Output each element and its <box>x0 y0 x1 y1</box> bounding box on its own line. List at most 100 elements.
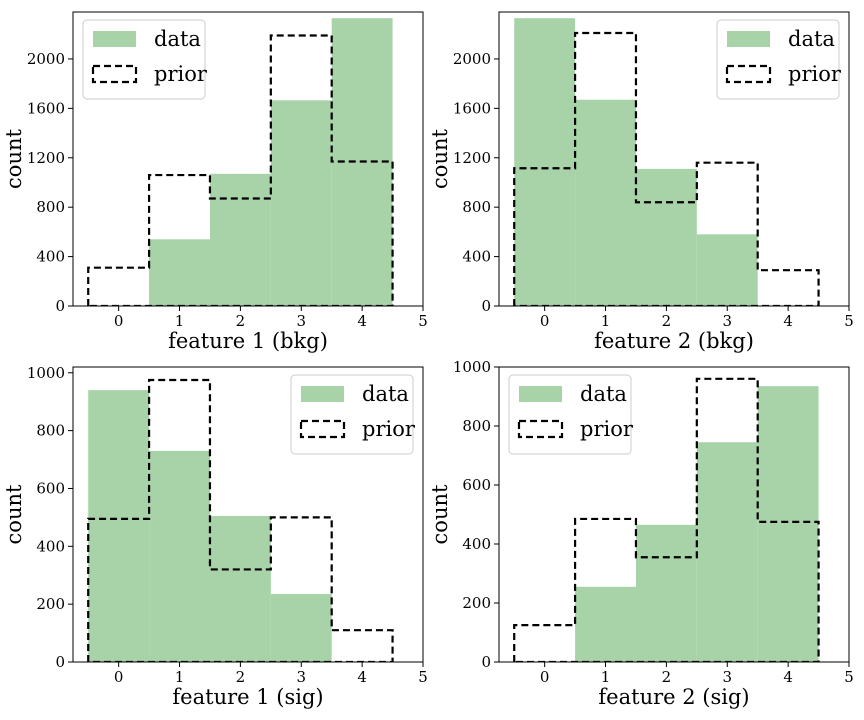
y-tick-label: 1200 <box>453 149 491 167</box>
axes-frame <box>498 11 850 307</box>
x-axis-label: feature 1 (bkg) <box>168 329 328 353</box>
y-tick-label: 2000 <box>453 50 491 68</box>
legend-swatch-prior <box>517 419 564 439</box>
plot-area <box>513 18 820 306</box>
x-axis-label: feature 1 (sig) <box>172 685 323 709</box>
data-bar-0 <box>514 18 576 306</box>
y-tick-label: 1000 <box>27 364 65 382</box>
x-tick-label: 5 <box>844 312 854 330</box>
x-tick-label: 0 <box>114 312 124 330</box>
data-bar-3 <box>696 442 758 662</box>
y-tick-label: 600 <box>36 479 65 497</box>
x-tick-label: 4 <box>357 312 367 330</box>
x-tick-label: 1 <box>601 668 611 686</box>
legend: data prior <box>82 19 208 100</box>
legend-label-prior: prior <box>788 62 842 86</box>
legend-swatch-prior <box>91 64 138 84</box>
y-tick-label: 800 <box>36 198 65 216</box>
x-tick-label: 0 <box>540 312 550 330</box>
y-axis-label: count <box>428 128 452 188</box>
x-tick-label: 1 <box>175 668 185 686</box>
data-bar-3 <box>270 594 332 662</box>
y-axis-label: count <box>428 484 452 544</box>
x-tick-label: 5 <box>418 312 428 330</box>
plot-area <box>87 18 394 306</box>
x-tick-label: 3 <box>296 312 306 330</box>
y-tick-label: 200 <box>36 595 65 613</box>
data-bar-1 <box>575 586 636 662</box>
y-tick-label: 1000 <box>453 358 491 376</box>
x-tick-label: 3 <box>722 668 732 686</box>
x-tick-label: 5 <box>418 668 428 686</box>
x-tick-label: 2 <box>662 312 672 330</box>
prior-outline <box>513 31 820 306</box>
y-tick-label: 0 <box>481 297 491 315</box>
y-axis-label: count <box>2 128 26 188</box>
legend: data prior <box>290 374 416 455</box>
x-tick-label: 4 <box>783 312 793 330</box>
prior-outline <box>513 377 820 662</box>
data-bar-1 <box>149 450 210 662</box>
legend-label-prior: prior <box>154 62 208 86</box>
data-bar-3 <box>270 100 332 306</box>
y-tick-label: 800 <box>36 422 65 440</box>
y-tick-label: 1600 <box>27 99 65 117</box>
chart-panel-4: 0 1 2 3 4 5 0 200 400 600 800 1000 feature 2 (sig) co… <box>428 358 854 709</box>
data-bar-2 <box>209 173 271 306</box>
legend-swatch-data <box>519 386 562 402</box>
data-bar-2 <box>635 524 697 662</box>
y-tick-label: 0 <box>55 653 65 671</box>
data-bar-0 <box>88 390 150 662</box>
x-tick-label: 1 <box>601 312 611 330</box>
x-axis-label: feature 2 (sig) <box>598 685 749 709</box>
y-tick-label: 400 <box>462 535 491 553</box>
axes-frame <box>498 366 850 663</box>
y-tick-label: 800 <box>462 417 491 435</box>
x-tick-label: 2 <box>236 312 246 330</box>
axes-frame <box>72 366 424 663</box>
legend-swatch-data <box>727 31 770 47</box>
x-tick-label: 5 <box>844 668 854 686</box>
data-bar-1 <box>575 99 636 306</box>
y-tick-label: 400 <box>36 537 65 555</box>
legend: data prior <box>508 374 634 455</box>
data-bar-4 <box>757 386 819 662</box>
x-axis-label: feature 2 (bkg) <box>594 329 754 353</box>
chart-panel-3: 0 1 2 3 4 5 0 200 400 600 800 1000 feature 1 (sig) co… <box>2 364 428 709</box>
chart-panel-2: 0 1 2 3 4 5 0 400 800 1200 1600 2000 feature 2 (bkg)… <box>428 11 854 353</box>
plot-area <box>87 378 394 662</box>
prior-outline <box>87 378 394 662</box>
chart-panel-1: 0 1 2 3 4 5 0 400 800 1200 1600 2000 feature 1 (bkg)… <box>2 11 428 353</box>
x-tick-label: 3 <box>722 312 732 330</box>
y-axis-label: count <box>2 484 26 544</box>
legend-label-data: data <box>580 382 627 406</box>
y-tick-label: 1600 <box>453 99 491 117</box>
y-tick-label: 200 <box>462 594 491 612</box>
legend-label-data: data <box>362 382 409 406</box>
legend-swatch-prior <box>299 419 346 439</box>
plot-area <box>513 377 820 662</box>
legend-swatch-data <box>93 31 136 47</box>
x-tick-label: 0 <box>540 668 550 686</box>
y-tick-label: 1200 <box>27 149 65 167</box>
legend-label-prior: prior <box>362 417 416 441</box>
legend-swatch-prior <box>725 64 772 84</box>
x-tick-label: 4 <box>783 668 793 686</box>
legend-swatch-data <box>301 386 344 402</box>
x-tick-label: 2 <box>662 668 672 686</box>
data-bar-1 <box>149 239 210 306</box>
y-tick-label: 0 <box>481 653 491 671</box>
x-tick-label: 0 <box>114 668 124 686</box>
data-bar-2 <box>635 168 697 306</box>
y-tick-label: 600 <box>462 476 491 494</box>
data-bar-2 <box>209 515 271 662</box>
x-tick-label: 3 <box>296 668 306 686</box>
y-tick-label: 400 <box>36 248 65 266</box>
x-tick-label: 4 <box>357 668 367 686</box>
x-tick-label: 2 <box>236 668 246 686</box>
legend-label-prior: prior <box>580 417 634 441</box>
axes-frame <box>72 11 424 307</box>
y-tick-label: 800 <box>462 198 491 216</box>
x-tick-label: 1 <box>175 312 185 330</box>
